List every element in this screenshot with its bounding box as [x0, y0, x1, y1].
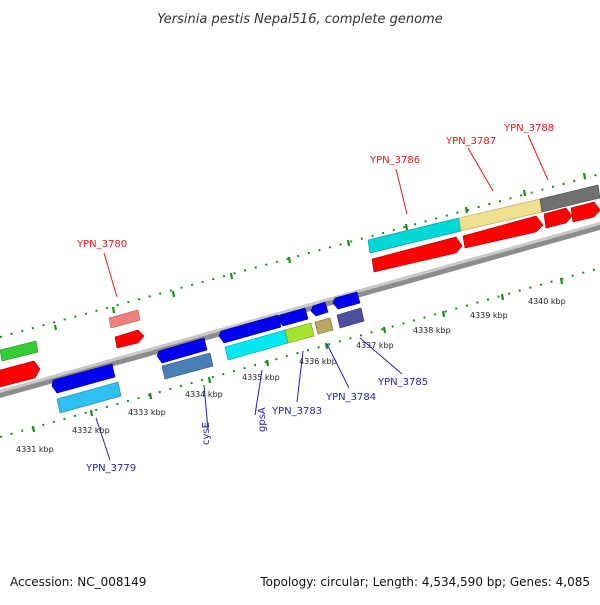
gene-arrow[interactable] — [332, 291, 361, 310]
callout-lines — [95, 134, 549, 461]
gene-label-ypn-3783[interactable]: YPN_3783 — [271, 406, 322, 417]
gene-label-ypn-3779[interactable]: YPN_3779 — [85, 463, 136, 474]
gene-label-gpsa[interactable]: gpsA — [257, 407, 268, 432]
kbp-label: 4339 kbp — [470, 311, 508, 320]
gene-label-ypn-3787[interactable]: YPN_3787 — [445, 136, 496, 147]
gene-arrow[interactable] — [51, 363, 116, 394]
kbp-label: 4340 kbp — [528, 297, 566, 306]
gene-label-ypn-3780[interactable]: YPN_3780 — [76, 239, 127, 250]
kbp-label: 4338 kbp — [413, 326, 451, 335]
gene-arrow[interactable] — [218, 314, 282, 344]
gene-label-ypn-3785[interactable]: YPN_3785 — [377, 377, 428, 388]
gene-block[interactable] — [56, 381, 122, 414]
forward-strand-features — [0, 184, 600, 388]
gene-arrow[interactable] — [156, 337, 208, 364]
gene-block[interactable] — [108, 309, 141, 329]
gene-arrow[interactable] — [570, 201, 600, 223]
gene-arrow[interactable] — [277, 307, 309, 327]
reverse-strand-features — [51, 291, 365, 414]
gene-arrow[interactable] — [371, 236, 463, 273]
gene-block[interactable] — [0, 340, 39, 362]
topology-text: Topology: circular; Length: 4,534,590 bp… — [259, 575, 590, 589]
gene-arrow[interactable] — [0, 360, 41, 388]
gene-block[interactable] — [336, 307, 365, 329]
gene-block[interactable] — [161, 352, 214, 380]
gene-arrow[interactable] — [114, 329, 145, 349]
gene-label-cyse[interactable]: cysE — [201, 422, 212, 445]
gene-arrow[interactable] — [310, 301, 329, 317]
kbp-label: 4333 kbp — [128, 408, 166, 417]
kbp-label: 4332 kbp — [72, 426, 110, 435]
kbp-label: 4337 kbp — [356, 341, 394, 350]
gene-block[interactable] — [539, 184, 600, 213]
map-title: Yersinia pestis Nepal516, complete genom… — [157, 12, 442, 27]
kbp-label: 4336 kbp — [299, 357, 337, 366]
kbp-label: 4334 kbp — [185, 390, 223, 399]
gene-block[interactable] — [314, 317, 334, 335]
gene-arrow[interactable] — [462, 215, 544, 249]
kbp-label: 4331 kbp — [16, 445, 54, 454]
gene-labels: YPN_3780 YPN_3786 YPN_3787 YPN_3788 YPN_… — [76, 123, 554, 474]
accession-text: Accession: NC_008149 — [10, 575, 146, 589]
gene-label-ypn-3784[interactable]: YPN_3784 — [325, 392, 376, 403]
gene-label-ypn-3786[interactable]: YPN_3786 — [369, 155, 420, 166]
lower-major-ticks — [31, 277, 564, 433]
gene-block[interactable] — [284, 322, 315, 344]
gene-arrow[interactable] — [543, 207, 573, 229]
gene-label-ypn-3788[interactable]: YPN_3788 — [503, 123, 554, 134]
upper-tick-track — [0, 173, 600, 338]
upper-major-ticks — [53, 172, 587, 331]
